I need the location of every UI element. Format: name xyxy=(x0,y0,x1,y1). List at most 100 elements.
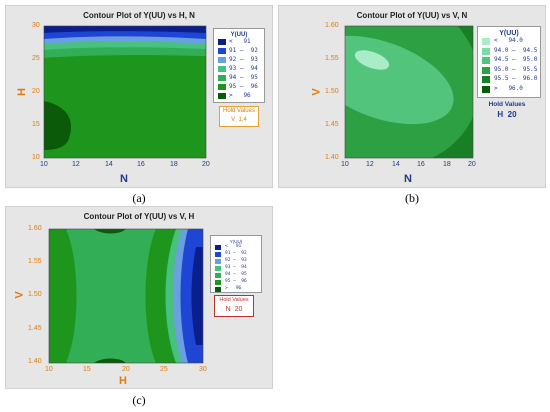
hold-values-label: Hold Values xyxy=(488,101,526,108)
contour-region xyxy=(66,229,156,363)
legend-entry-label: > 96.0 xyxy=(494,84,523,92)
legend-entry-label: > 96 xyxy=(225,286,242,291)
chart-title-a: Contour Plot of Y(UU) vs H, N xyxy=(83,11,195,20)
legend-entry-label: 94 – 95 xyxy=(225,272,247,277)
x-tick-label: 10 xyxy=(341,161,349,168)
x-tick-label: 16 xyxy=(137,161,145,168)
chart-panel-a: Contour Plot of Y(UU) vs H, N N H 10 12 … xyxy=(5,5,273,188)
legend-swatch xyxy=(215,287,221,292)
legend-a: Y(UU) < 91 91 – 92 92 – 93 93 – 94 94 – … xyxy=(213,28,265,103)
legend-entry-label: 91 – 92 xyxy=(229,47,258,54)
legend-swatch xyxy=(218,57,226,63)
hold-values-label: Hold Values xyxy=(223,108,255,114)
plot-area-b xyxy=(344,25,474,159)
legend-entry-label: 95.5 – 96.0 xyxy=(494,75,538,82)
legend-entry: < 91 xyxy=(214,38,264,47)
legend-b: Y(UU) < 94.0 94.0 – 94.5 94.5 – 95.0 95.… xyxy=(477,26,541,98)
legend-swatch xyxy=(482,57,490,64)
y-tick-label: 1.40 xyxy=(28,358,42,365)
legend-entry: < 91 xyxy=(211,244,261,251)
plot-frame xyxy=(43,25,207,159)
legend-title: Y(UU) xyxy=(229,239,243,244)
y-tick-label: 1.50 xyxy=(325,88,339,95)
legend-swatch xyxy=(215,273,221,278)
legend-entry-label: 93 – 94 xyxy=(225,265,247,270)
hold-var: V xyxy=(231,117,236,123)
legend-entry: 93 – 94 xyxy=(214,65,264,74)
y-tick-label: 30 xyxy=(32,22,40,29)
legend-entry: 95.0 – 95.5 xyxy=(478,66,540,76)
legend-entry: > 96 xyxy=(214,92,264,101)
hold-values-label: Hold Values xyxy=(219,297,249,303)
chart-panel-b: Contour Plot of Y(UU) vs V, N N V 10 12 … xyxy=(278,5,546,188)
legend-title: Y(UU) xyxy=(499,30,519,37)
x-axis-label-a: N xyxy=(120,173,128,185)
legend-entry-label: 94 – 95 xyxy=(229,74,258,81)
legend-entry: 94 – 95 xyxy=(214,74,264,83)
hold-values-b: Hold Values H 20 xyxy=(485,100,529,122)
y-axis-label-c: V xyxy=(13,291,26,299)
chart-panel-c: Contour Plot of Y(UU) vs V, H H V 10 15 … xyxy=(5,206,273,389)
legend-entry: 92 – 93 xyxy=(214,56,264,65)
plot-frame xyxy=(344,25,474,159)
plot-frame xyxy=(48,228,204,364)
legend-entry: > 96.0 xyxy=(478,85,540,95)
legend-entry-label: 93 – 94 xyxy=(229,65,258,72)
y-tick-label: 1.55 xyxy=(28,258,42,265)
y-tick-label: 10 xyxy=(32,154,40,161)
legend-swatch xyxy=(218,66,226,72)
contour-region xyxy=(94,229,126,234)
legend-swatch xyxy=(218,75,226,81)
legend-swatch xyxy=(218,93,226,99)
legend-swatch xyxy=(482,66,490,74)
y-tick-label: 1.45 xyxy=(325,121,339,128)
legend-entry-label: 94.5 – 95.0 xyxy=(494,56,538,63)
x-tick-label: 16 xyxy=(417,161,425,168)
legend-entry: 94 – 95 xyxy=(211,272,261,279)
x-axis-label-b: N xyxy=(404,173,412,185)
contour-region xyxy=(345,35,454,125)
x-tick-label: 18 xyxy=(170,161,178,168)
legend-entry: 91 – 92 xyxy=(214,47,264,56)
x-tick-label: 20 xyxy=(122,366,130,373)
legend-swatch xyxy=(215,266,221,271)
x-tick-label: 15 xyxy=(83,366,91,373)
legend-entry: 94.5 – 95.0 xyxy=(478,56,540,66)
plot-area-a xyxy=(43,25,207,159)
chart-title-c: Contour Plot of Y(UU) vs V, H xyxy=(83,212,195,221)
y-tick-label: 15 xyxy=(32,121,40,128)
legend-swatch xyxy=(482,47,490,55)
legend-entry-label: 92 – 93 xyxy=(229,56,258,63)
legend-entry: 93 – 94 xyxy=(211,265,261,272)
hold-values-a: Hold Values V 1.4 xyxy=(219,106,259,127)
legend-entry-label: 92 – 93 xyxy=(225,258,247,263)
y-tick-label: 1.45 xyxy=(28,325,42,332)
contour-region xyxy=(191,247,203,345)
y-tick-label: 1.60 xyxy=(325,22,339,29)
x-tick-label: 10 xyxy=(45,366,53,373)
figure-caption-b: (b) xyxy=(405,191,419,205)
legend-swatch xyxy=(482,76,490,83)
legend-swatch xyxy=(215,259,221,264)
x-tick-label: 14 xyxy=(392,161,400,168)
x-tick-label: 20 xyxy=(202,161,210,168)
legend-entry-label: 95 – 96 xyxy=(225,279,247,284)
legend-entry: 94.0 – 94.5 xyxy=(478,47,540,57)
x-tick-label: 14 xyxy=(105,161,113,168)
hold-values-c: Hold Values N 20 xyxy=(214,295,254,317)
contour-region xyxy=(44,101,71,150)
hold-var: N xyxy=(225,306,231,313)
legend-swatch xyxy=(215,252,221,257)
hold-value: 20 xyxy=(234,306,243,313)
hold-values-row: H 20 xyxy=(485,110,529,120)
legend-swatch xyxy=(482,85,490,93)
hold-values-row: N 20 xyxy=(215,305,253,314)
legend-entry-label: 95 – 96 xyxy=(229,83,258,90)
legend-c: Y(UU) < 91 91 – 92 92 – 93 93 – 94 94 – … xyxy=(210,235,262,293)
legend-entry-label: > 96 xyxy=(229,92,251,99)
y-tick-label: 1.60 xyxy=(28,225,42,232)
legend-entry-label: 94.0 – 94.5 xyxy=(494,46,538,54)
legend-title: Y(UU) xyxy=(230,32,248,38)
y-tick-label: 1.55 xyxy=(325,55,339,62)
x-axis-label-c: H xyxy=(119,375,127,387)
